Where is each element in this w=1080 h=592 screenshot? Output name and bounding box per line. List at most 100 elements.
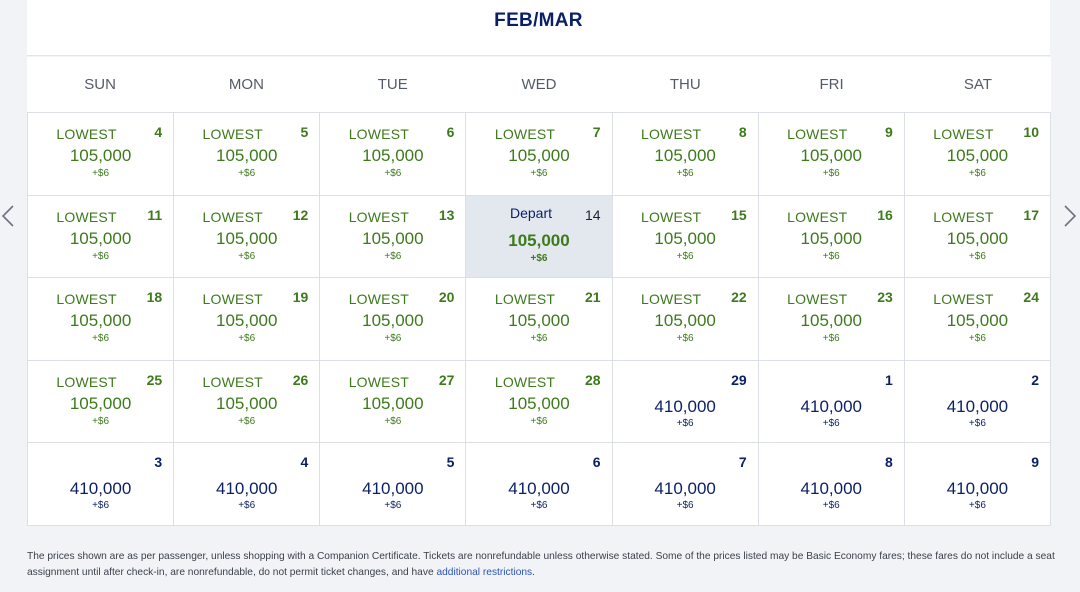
fare-price: 105,000 bbox=[654, 146, 716, 165]
day-cell-selected[interactable]: Depart 14 105,000 +$6 bbox=[466, 195, 613, 278]
depart-label: Depart bbox=[509, 204, 552, 221]
fare-tax: +$6 bbox=[968, 417, 986, 429]
weekday-header-row: SUN MON TUE WED THU FRI SAT bbox=[27, 57, 1051, 113]
fare-price: 105,000 bbox=[800, 228, 862, 248]
fare-tax: +$6 bbox=[384, 500, 402, 511]
day-number: 3 bbox=[154, 454, 163, 470]
fare-tax: +$6 bbox=[822, 168, 840, 179]
day-cell[interactable]: LOWEST 19 105,000 +$6 bbox=[174, 278, 321, 361]
day-number: 20 bbox=[438, 289, 455, 305]
day-cell[interactable]: LOWEST 8 105,000 +$6 bbox=[612, 113, 759, 196]
day-number: 11 bbox=[147, 206, 163, 223]
fare-tax: +$6 bbox=[822, 500, 840, 511]
day-cell[interactable]: 1 410,000 +$6 bbox=[758, 360, 905, 443]
day-cell[interactable]: 5 410,000 +$6 bbox=[320, 443, 467, 526]
day-number: 13 bbox=[438, 206, 455, 223]
day-cell[interactable]: LOWEST 26 105,000 +$6 bbox=[174, 360, 321, 443]
day-number: 12 bbox=[292, 206, 309, 223]
day-cell[interactable]: LOWEST 21 105,000 +$6 bbox=[466, 278, 613, 361]
fare-price: 105,000 bbox=[362, 311, 424, 330]
fare-price: 105,000 bbox=[508, 146, 570, 165]
lowest-label: LOWEST bbox=[787, 208, 848, 225]
lowest-label: LOWEST bbox=[56, 208, 117, 225]
day-cell[interactable]: LOWEST 6 105,000 +$6 bbox=[320, 113, 467, 196]
day-number: 22 bbox=[731, 289, 747, 305]
lowest-label: LOWEST bbox=[787, 126, 848, 142]
lowest-label: LOWEST bbox=[787, 291, 848, 307]
day-cell[interactable]: LOWEST 11 105,000 +$6 bbox=[28, 195, 175, 278]
weekday-sat: SAT bbox=[963, 76, 992, 93]
day-cell[interactable]: LOWEST 15 105,000 +$6 bbox=[612, 195, 759, 278]
day-cell[interactable]: LOWEST 7 105,000 +$6 bbox=[466, 113, 613, 196]
day-cell[interactable]: 4 410,000 +$6 bbox=[174, 443, 321, 526]
day-number: 9 bbox=[885, 124, 893, 140]
lowest-label: LOWEST bbox=[56, 373, 117, 390]
fare-price: 410,000 bbox=[800, 396, 862, 416]
day-number: 28 bbox=[584, 371, 601, 388]
fare-price: 410,000 bbox=[800, 479, 862, 498]
previous-week-button[interactable] bbox=[0, 203, 16, 229]
day-cell[interactable]: LOWEST 4 105,000 +$6 bbox=[28, 113, 175, 196]
day-cell[interactable]: LOWEST 20 105,000 +$6 bbox=[320, 278, 467, 361]
day-number: 19 bbox=[292, 289, 309, 305]
day-cell[interactable]: LOWEST 23 105,000 +$6 bbox=[758, 278, 905, 361]
fare-calendar: SUN MON TUE WED THU FRI SAT LOWEST 4 105,0… bbox=[27, 57, 1051, 526]
day-number: 7 bbox=[738, 454, 747, 470]
fare-tax: +$6 bbox=[92, 500, 110, 511]
disclaimer-end: . bbox=[532, 567, 535, 578]
day-cell[interactable]: 8 410,000 +$6 bbox=[758, 443, 905, 526]
day-number: 6 bbox=[592, 454, 601, 470]
day-number: 4 bbox=[300, 454, 309, 470]
lowest-label: LOWEST bbox=[348, 208, 410, 225]
fare-tax: +$6 bbox=[676, 168, 694, 179]
day-cell[interactable]: LOWEST 13 105,000 +$6 bbox=[320, 195, 467, 278]
day-cell[interactable]: LOWEST 27 105,000 +$6 bbox=[320, 360, 467, 443]
day-cell[interactable]: LOWEST 25 105,000 +$6 bbox=[28, 360, 175, 443]
fare-price: 105,000 bbox=[362, 393, 424, 413]
day-cell[interactable]: LOWEST 12 105,000 +$6 bbox=[174, 195, 321, 278]
fare-price: 105,000 bbox=[946, 146, 1009, 165]
day-cell[interactable]: 29 410,000 +$6 bbox=[612, 360, 759, 443]
day-cell[interactable]: LOWEST 5 105,000 +$6 bbox=[174, 113, 321, 196]
fare-price: 410,000 bbox=[654, 396, 716, 416]
day-cell[interactable]: 6 410,000 +$6 bbox=[466, 443, 613, 526]
day-number: 4 bbox=[154, 124, 163, 140]
fare-tax: +$6 bbox=[530, 333, 548, 344]
day-cell[interactable]: 3 410,000 +$6 bbox=[28, 443, 175, 526]
day-cell[interactable]: LOWEST 16 105,000 +$6 bbox=[758, 195, 905, 278]
weekday-tue: TUE bbox=[377, 76, 408, 93]
fare-tax: +$6 bbox=[968, 250, 986, 262]
lowest-label: LOWEST bbox=[494, 291, 556, 307]
fare-price: 410,000 bbox=[362, 479, 424, 498]
fare-price: 105,000 bbox=[215, 311, 278, 330]
fare-price: 105,000 bbox=[362, 228, 424, 248]
fare-tax: +$6 bbox=[92, 333, 110, 344]
fare-price: 105,000 bbox=[362, 146, 424, 165]
day-cell[interactable]: LOWEST 28 105,000 +$6 bbox=[466, 360, 613, 443]
day-cell[interactable]: 9 410,000 +$6 bbox=[904, 443, 1051, 526]
day-number: 23 bbox=[877, 289, 893, 305]
lowest-label: LOWEST bbox=[933, 291, 994, 307]
next-week-button[interactable] bbox=[1062, 203, 1078, 229]
day-cell[interactable]: LOWEST 10 105,000 +$6 bbox=[904, 113, 1051, 196]
day-number: 1 bbox=[885, 371, 893, 388]
day-cell[interactable]: 2 410,000 +$6 bbox=[904, 360, 1051, 443]
lowest-label: LOWEST bbox=[494, 373, 556, 390]
day-number: 5 bbox=[446, 454, 455, 470]
lowest-label: LOWEST bbox=[348, 126, 410, 142]
day-cell[interactable]: LOWEST 22 105,000 +$6 bbox=[612, 278, 759, 361]
day-cell[interactable]: 7 410,000 +$6 bbox=[612, 443, 759, 526]
day-number: 14 bbox=[584, 206, 601, 223]
day-cell[interactable]: LOWEST 17 105,000 +$6 bbox=[904, 195, 1051, 278]
day-number: 7 bbox=[592, 124, 601, 140]
day-cell[interactable]: LOWEST 18 105,000 +$6 bbox=[28, 278, 175, 361]
fare-tax: +$6 bbox=[384, 415, 402, 427]
fare-price: 105,000 bbox=[800, 146, 862, 165]
day-cell[interactable]: LOWEST 24 105,000 +$6 bbox=[904, 278, 1051, 361]
additional-restrictions-link[interactable]: additional restrictions bbox=[436, 567, 533, 578]
day-cell[interactable]: LOWEST 9 105,000 +$6 bbox=[758, 113, 905, 196]
day-number: 16 bbox=[877, 206, 893, 223]
day-number: 29 bbox=[731, 371, 747, 388]
day-number: 18 bbox=[146, 289, 163, 305]
fare-price: 410,000 bbox=[654, 479, 716, 498]
